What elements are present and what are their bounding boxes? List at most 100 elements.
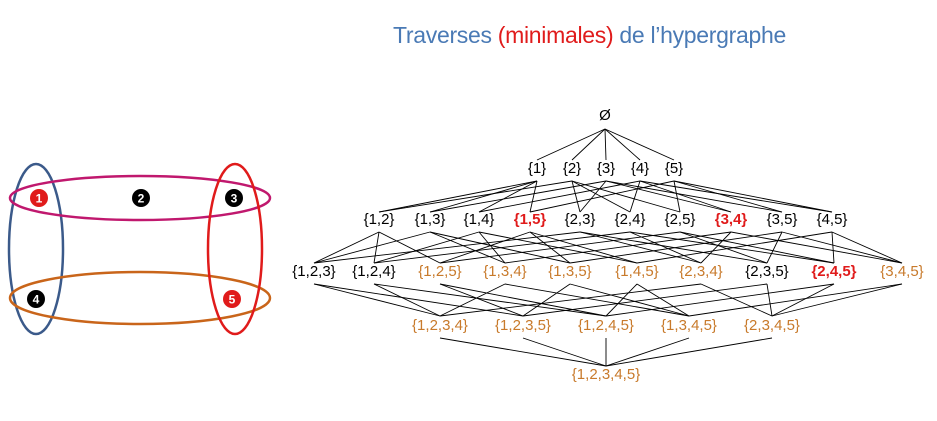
lattice-edge bbox=[439, 283, 524, 317]
lattice-edge bbox=[571, 128, 606, 161]
title-highlight: (minimales) bbox=[497, 22, 614, 48]
lattice-node-minimal: {1,5} bbox=[514, 211, 547, 228]
lattice-edge bbox=[605, 180, 783, 213]
lattice-node-transversal: {1,2,3,5} bbox=[495, 317, 551, 334]
lattice-node-transversal: {1,2,4,5} bbox=[578, 317, 634, 334]
lattice-edge bbox=[478, 231, 506, 264]
lattice-node-transversal: {1,3,4} bbox=[483, 263, 526, 280]
lattice-node-transversal: {1,2,3,4} bbox=[412, 317, 468, 334]
lattice-edge bbox=[639, 180, 833, 213]
lattice-edge bbox=[429, 231, 506, 264]
lattice-edge bbox=[313, 283, 524, 317]
lattice-node-transversal: {1,3,4,5} bbox=[661, 317, 717, 334]
lattice-edge bbox=[679, 231, 835, 264]
vertex-1-label: 1 bbox=[36, 192, 43, 206]
vertex-5: 5 bbox=[223, 290, 241, 308]
lattice-edge bbox=[378, 180, 538, 213]
lattice-edge bbox=[373, 231, 380, 264]
lattice-edge bbox=[439, 337, 607, 367]
lattice-edge bbox=[373, 283, 607, 317]
lattice-edge bbox=[771, 283, 903, 317]
lattice-node-other: {1,2,4} bbox=[352, 263, 395, 280]
lattice-edge bbox=[439, 283, 607, 317]
lattice-edge bbox=[579, 231, 702, 264]
title-text-1: Traverses bbox=[393, 22, 498, 48]
lattice-edge bbox=[439, 283, 506, 317]
lattice-node-other: {1,4} bbox=[464, 211, 495, 228]
lattice-edge bbox=[673, 180, 833, 213]
vertex-1: 1 bbox=[30, 189, 48, 207]
lattice-node-transversal: {1,2,3,4,5} bbox=[572, 366, 640, 383]
lattice-edge bbox=[605, 337, 773, 367]
lattice-edge bbox=[313, 231, 380, 264]
lattice-edge bbox=[522, 283, 571, 317]
lattice-edge bbox=[439, 231, 531, 264]
lattice-edge bbox=[378, 180, 573, 213]
lattice-edge bbox=[604, 128, 607, 161]
lattice-edge bbox=[636, 283, 690, 317]
lattice-edge bbox=[700, 231, 732, 264]
lattice-edge bbox=[639, 180, 732, 213]
lattice-node-transversal: {3,4,5} bbox=[880, 263, 923, 280]
hyperedge-e-123 bbox=[8, 174, 272, 222]
lattice-edge bbox=[429, 180, 607, 213]
lattice-node-minimal: {2,4,5} bbox=[811, 263, 856, 280]
lattice-node-other: Ø bbox=[599, 107, 611, 124]
lattice-edge bbox=[439, 283, 702, 317]
lattice-edge bbox=[730, 231, 903, 264]
lattice-edge bbox=[373, 283, 441, 317]
lattice-edge bbox=[313, 283, 441, 317]
lattice-node-other: {1,2} bbox=[364, 211, 395, 228]
lattice-edge bbox=[373, 231, 480, 264]
lattice-node-other: {2,3} bbox=[565, 211, 596, 228]
lattice-edge bbox=[766, 231, 783, 264]
lattice-edge bbox=[529, 231, 638, 264]
vertex-5-label: 5 bbox=[229, 293, 236, 307]
lattice-node-other: {3,5} bbox=[767, 211, 798, 228]
lattice-node-other: {3} bbox=[597, 160, 615, 177]
vertex-2: 2 bbox=[132, 189, 150, 207]
lattice-edge bbox=[679, 231, 768, 264]
lattice-edge bbox=[571, 180, 681, 213]
lattice-edge bbox=[605, 180, 732, 213]
lattice-node-other: {1,3} bbox=[415, 211, 446, 228]
vertex-4-label: 4 bbox=[33, 293, 40, 307]
lattice-edge bbox=[439, 231, 681, 264]
lattice-edge bbox=[378, 231, 441, 264]
lattice-edge bbox=[529, 180, 675, 213]
lattice-node-other: {2} bbox=[563, 160, 581, 177]
lattice-edge bbox=[579, 180, 607, 213]
lattice-edge bbox=[766, 283, 773, 317]
lattice-edge bbox=[636, 231, 833, 264]
lattice-edge bbox=[700, 283, 773, 317]
lattice-edge bbox=[605, 283, 835, 317]
lattice-edge bbox=[373, 231, 631, 264]
vertex-2-label: 2 bbox=[138, 192, 145, 206]
lattice-edge bbox=[504, 283, 690, 317]
diagram-title: Traverses (minimales) de l’hypergraphe bbox=[393, 22, 823, 49]
lattice-node-transversal: {1,3,5} bbox=[548, 263, 591, 280]
lattice-edge bbox=[605, 337, 690, 367]
lattice-node-other: {4,5} bbox=[817, 211, 848, 228]
lattice-node-other: {1} bbox=[528, 160, 546, 177]
lattice-edge bbox=[569, 231, 783, 264]
lattice-node-other: {1,2,3} bbox=[292, 263, 335, 280]
lattice-edge bbox=[673, 180, 783, 213]
lattice-node-other: {2,5} bbox=[665, 211, 696, 228]
lattice-edge bbox=[536, 128, 606, 161]
lattice-node-minimal: {3,4} bbox=[715, 211, 748, 228]
lattice-node-other: {4} bbox=[631, 160, 649, 177]
lattice-edge bbox=[831, 231, 835, 264]
lattice-edge bbox=[673, 180, 681, 213]
hypergraph: 1 2 3 4 5 bbox=[7, 162, 272, 336]
lattice-edge bbox=[605, 283, 638, 317]
lattice-edge bbox=[429, 180, 538, 213]
hyperedge-e-45 bbox=[8, 270, 272, 326]
lattice-edge bbox=[313, 231, 581, 264]
hyperedge-e-35 bbox=[206, 162, 264, 336]
lattice-node-transversal: {1,2,5} bbox=[418, 263, 461, 280]
lattice-edge bbox=[478, 180, 641, 213]
lattice-edge bbox=[522, 337, 607, 367]
lattice-edge bbox=[688, 283, 903, 317]
lattice-edges bbox=[313, 128, 903, 367]
